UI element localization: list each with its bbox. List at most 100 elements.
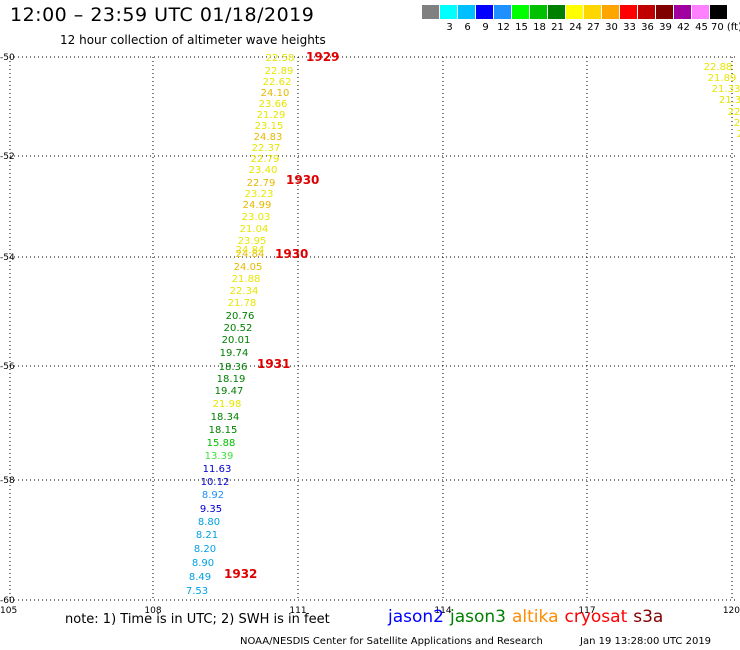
swh-value-label: 24.84 [236,245,265,256]
latitude-label: -50 [0,53,15,63]
swh-value-label: 24.83 [254,132,283,143]
track-time-labels: 1929 1930 1930 1931 1932 [224,50,339,581]
lat-lon-grid [9,56,735,601]
swh-value-label: 18.19 [217,374,246,385]
legend-swatch [602,5,619,19]
swh-value-label: 2 [734,118,740,129]
legend-label: 6 [464,22,471,33]
swh-value-label: 22.58 [266,53,295,64]
mission-name-altika: altika [512,607,559,627]
legend-label: 42 [677,22,690,33]
swh-value-label: 2 [737,129,740,140]
swh-value-label: 11.63 [203,464,232,475]
legend-label: 24 [569,22,582,33]
swh-value-label: 22.88 [704,62,733,73]
generated-timestamp: Jan 19 13:28:00 UTC 2019 [580,636,712,647]
longitude-label: 117 [578,606,595,616]
legend-swatch [530,5,547,19]
swh-value-label: 24.10 [261,88,290,99]
mission-name-jason3: jason3 [450,607,506,627]
swh-value-label: 20.52 [224,323,253,334]
swh-value-label: 23.40 [249,165,278,176]
swh-value-label: 8.90 [192,558,214,569]
legend-label: 3 [446,22,453,33]
legend-swatch [422,5,439,19]
swh-value-label: 19.47 [215,386,244,397]
legend-label: 30 [605,22,618,33]
swh-value-label: 22.79 [251,154,280,165]
legend-label: 45 [695,22,708,33]
pass-time-label: 1929 [306,50,339,64]
latitude-label: -60 [0,596,15,606]
longitude-label: 120 [723,606,740,616]
swh-value-label: 23.03 [242,212,271,223]
swh-value-label: 8.92 [202,490,224,501]
swh-value-label: 21.89 [708,73,737,84]
legend-label: 21 [551,22,564,33]
swh-value-label: 18.34 [211,412,240,423]
swh-value-label: 21.33 [712,84,740,95]
swh-value-label: 21.98 [213,399,242,410]
legend-swatch [656,5,673,19]
latitude-label: -52 [0,152,15,162]
swh-value-label: 9.35 [200,504,222,515]
legend-label: 36 [641,22,654,33]
legend-swatch [566,5,583,19]
legend-swatch [692,5,709,19]
swh-value-label: 15.88 [207,438,236,449]
swh-value-label: 20.01 [222,335,251,346]
swh-value-label: 7.53 [186,586,208,597]
swh-value-label: 20.76 [226,311,255,322]
swh-value-label: 21.78 [228,298,257,309]
legend-label: 15 [515,22,528,33]
swh-value-label: 22.62 [263,77,292,88]
mission-legend: jason2 jason3 altika cryosat s3a [388,607,669,627]
map-title: 12:00 – 23:59 UTC 01/18/2019 [10,4,315,26]
swh-value-label: 22.89 [265,66,294,77]
legend-swatch [710,5,727,19]
swh-value-label: 24.99 [243,200,272,211]
swh-value-label: 21.04 [240,224,269,235]
longitude-label: 108 [144,606,161,616]
swh-value-label: 22.79 [247,178,276,189]
legend-label: 39 [659,22,672,33]
swh-value-label: 13.39 [205,451,234,462]
swh-value-label: 21.3 [719,95,740,106]
units-note: note: 1) Time is in UTC; 2) SWH is in fe… [65,612,330,627]
legend-label: 27 [587,22,600,33]
swh-value-label: 24.05 [234,262,263,273]
legend-swatch [548,5,565,19]
swh-value-label: 8.80 [198,517,220,528]
legend-label: 9 [482,22,489,33]
legend-swatch [674,5,691,19]
swh-value-label: 21.29 [257,110,286,121]
longitude-label: 105 [0,606,17,616]
mission-name-s3a: s3a [633,607,664,627]
mission-name-cryosat: cryosat [564,607,628,627]
swh-value-label: 8.20 [194,544,216,555]
longitude-label: 114 [434,606,451,616]
swh-value-label: 22 [728,107,740,118]
swh-value-label: 23.15 [255,121,284,132]
pass-time-label: 1932 [224,567,257,581]
swh-value-label: 23.66 [259,99,288,110]
mission-name-jason2: jason2 [388,607,444,627]
pass-time-label: 1931 [257,357,290,371]
swh-value-label: 21.88 [232,274,261,285]
legend-swatch [584,5,601,19]
swh-value-label: 23.95 [238,236,267,247]
swh-value-label: 23.23 [245,189,274,200]
swh-value-label: 8.49 [189,572,211,583]
swh-value-label: 22.34 [230,286,259,297]
legend-label: 18 [533,22,546,33]
pass-time-label: 1930 [275,247,308,261]
altimeter-track-main: 22.58 22.8922.6224.1023.6621.2923.1524.83… [186,53,294,597]
swh-value-label: 10.12 [201,477,230,488]
latitude-label: -54 [0,253,15,263]
map-subtitle: 12 hour collection of altimeter wave hei… [60,33,326,47]
legend-swatch [494,5,511,19]
swh-value-label: 18.36 [219,362,248,373]
